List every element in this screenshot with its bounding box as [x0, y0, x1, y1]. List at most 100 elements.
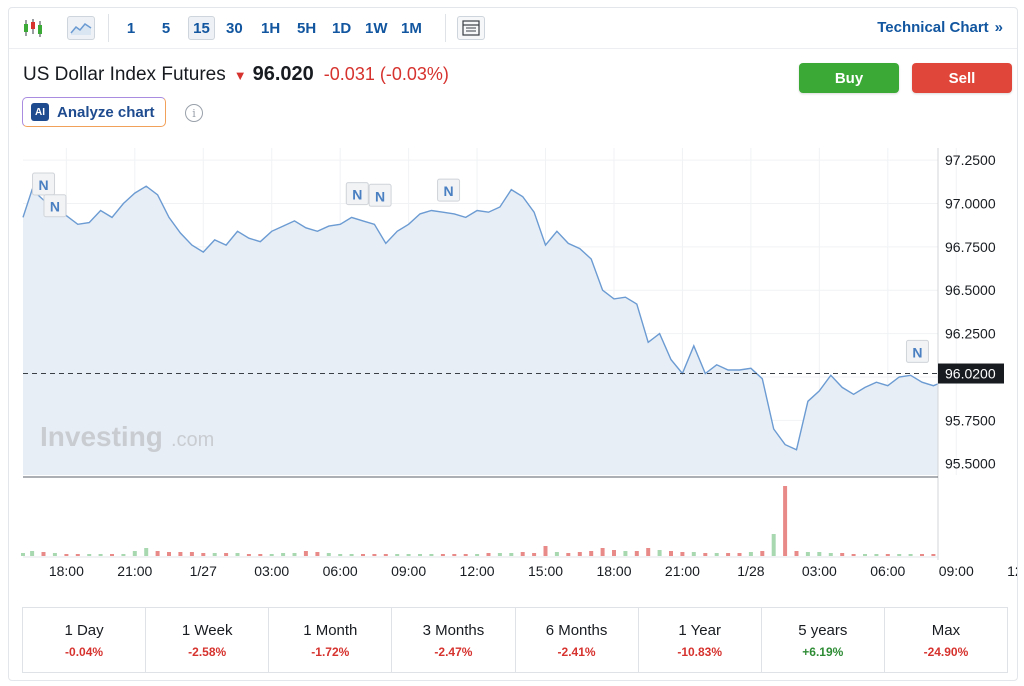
volume-bar	[235, 553, 240, 556]
interval-1h[interactable]: 1H	[261, 19, 281, 37]
period-change: -0.04%	[65, 644, 104, 659]
period-change: -10.83%	[677, 644, 723, 659]
price-area	[23, 186, 938, 475]
volume-bar	[475, 554, 480, 556]
volume-bar	[155, 551, 160, 556]
volume-bar	[920, 554, 924, 556]
x-tick-label: 18:00	[49, 563, 84, 579]
period-cell: 6 Months -2.41%	[516, 608, 639, 672]
news-marker[interactable]: N	[368, 183, 392, 207]
volume-bar	[589, 551, 594, 556]
period-label: 5 years	[798, 621, 848, 639]
chart-toolbar: 1 5 15 30 1H 5H 1D 1W 1M Technical Chart…	[9, 8, 1017, 49]
double-chevron-right-icon: »	[994, 19, 1003, 36]
x-tick-label: 21:00	[665, 563, 700, 579]
sell-button[interactable]: Sell	[912, 63, 1012, 93]
area-chart-icon[interactable]	[67, 16, 95, 40]
news-marker-box	[32, 172, 56, 196]
x-tick-label: 12:00	[1007, 563, 1017, 579]
interval-1m[interactable]: 1M	[401, 19, 422, 37]
y-tick-label: 97.0000	[945, 196, 996, 212]
news-marker[interactable]: N	[905, 339, 929, 363]
interval-1d[interactable]: 1D	[332, 19, 352, 37]
x-tick-label: 06:00	[323, 563, 358, 579]
volume-bar	[383, 554, 388, 556]
volume-bar	[132, 551, 137, 556]
price-line	[22, 185, 939, 451]
interval-1[interactable]: 1	[126, 19, 136, 37]
volume-bar	[315, 552, 320, 556]
x-tick-label: 09:00	[939, 563, 974, 579]
x-tick-label: 03:00	[802, 563, 837, 579]
volume-bar	[714, 553, 719, 556]
y-tick-label: 96.5000	[945, 282, 996, 298]
table-view-icon[interactable]	[457, 16, 485, 40]
volume-bar	[577, 552, 582, 556]
investing-watermark: Investing .com	[40, 421, 214, 452]
interval-1w[interactable]: 1W	[365, 19, 388, 37]
volume-bar	[908, 554, 913, 556]
news-marker-label: N	[38, 177, 48, 193]
analyze-chart-label: Analyze chart	[57, 103, 155, 121]
news-marker-box	[43, 194, 67, 218]
volume-bar	[110, 554, 114, 556]
news-marker-box	[368, 183, 392, 207]
last-price: 96.020	[252, 63, 314, 85]
volume-bar	[885, 554, 890, 556]
volume-bar	[87, 554, 92, 556]
volume-bar	[452, 554, 457, 556]
period-cell: 1 Year -10.83%	[639, 608, 762, 672]
buy-button[interactable]: Buy	[799, 63, 899, 93]
volume-bar	[178, 552, 183, 556]
y-tick-label: 95.5000	[945, 456, 996, 472]
volume-bar	[771, 534, 776, 556]
news-marker-box	[905, 339, 929, 363]
analyze-chart-button[interactable]: AI Analyze chart	[22, 97, 166, 127]
chart-widget: 1 5 15 30 1H 5H 1D 1W 1M Technical Chart…	[8, 7, 1018, 681]
volume-bar	[21, 553, 25, 556]
candlestick-icon[interactable]	[21, 16, 45, 40]
news-marker-label: N	[375, 188, 385, 204]
volume-bar	[691, 552, 696, 556]
toolbar-divider	[108, 14, 109, 42]
period-cell: 1 Month -1.72%	[269, 608, 393, 672]
news-marker[interactable]: N	[32, 172, 56, 196]
volume-bar	[931, 554, 936, 556]
volume-bar	[201, 553, 206, 556]
news-marker-label: N	[352, 187, 362, 203]
volume-bar	[657, 550, 662, 556]
period-label: 3 Months	[422, 621, 485, 639]
volume-bar	[566, 553, 571, 556]
x-tick-label: 03:00	[254, 563, 289, 579]
volume-bar	[30, 551, 35, 556]
volume-bar	[760, 551, 765, 556]
volume-bar	[863, 554, 867, 556]
instrument-name: US Dollar Index Futures	[23, 64, 226, 85]
arrow-down-icon: ▼	[233, 68, 247, 83]
price-chart[interactable]: Investing .com 97.2500 97.0000 96.7500 96.5…	[9, 8, 1017, 598]
news-marker[interactable]: N	[437, 178, 461, 202]
current-price-tag: 96.0200	[938, 363, 1004, 384]
current-price-label: 96.0200	[945, 366, 996, 382]
volume-bar	[144, 548, 149, 556]
volume-bar	[828, 553, 833, 556]
interval-15[interactable]: 15	[188, 16, 215, 40]
technical-chart-link[interactable]: Technical Chart »	[877, 19, 1003, 36]
info-icon[interactable]: i	[185, 104, 203, 122]
volume-bar	[269, 554, 274, 556]
volume-bar	[554, 552, 559, 556]
news-marker[interactable]: N	[43, 194, 67, 218]
interval-30[interactable]: 30	[226, 19, 243, 37]
volume-bar	[303, 551, 308, 556]
volume-bar	[395, 554, 400, 556]
volume-bar	[509, 553, 514, 556]
interval-5[interactable]: 5	[161, 19, 171, 37]
performance-table: 1 Day -0.04% 1 Week -2.58% 1 Month -1.72% 3 Mo…	[22, 607, 1008, 673]
news-marker-label: N	[443, 183, 453, 199]
volume-bar	[532, 553, 537, 556]
volume-bar	[817, 552, 822, 556]
volume-bar	[669, 551, 673, 556]
x-tick-label: 1/28	[737, 563, 764, 579]
news-marker[interactable]: N	[345, 182, 369, 206]
interval-5h[interactable]: 5H	[297, 19, 317, 37]
